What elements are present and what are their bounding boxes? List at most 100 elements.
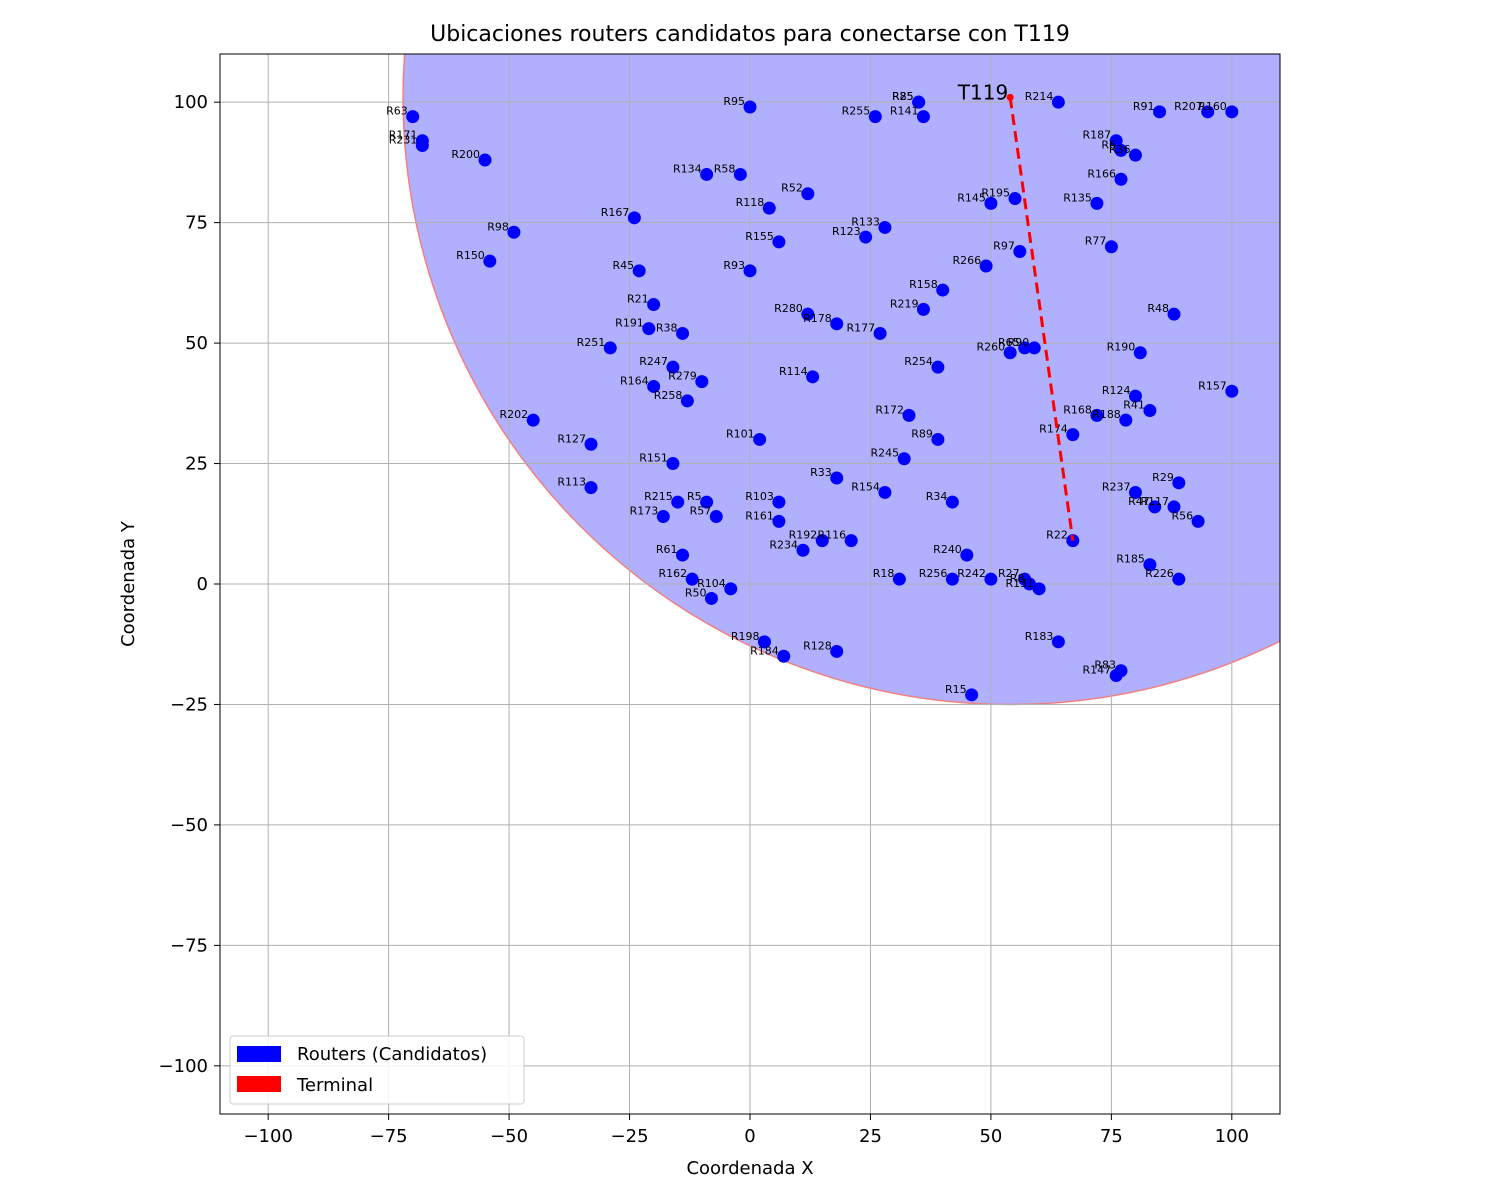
router-point (753, 432, 767, 446)
router-point (685, 572, 699, 586)
legend-box (229, 1035, 525, 1105)
router-point (868, 110, 882, 124)
router-label: R141 (890, 105, 919, 118)
router-point (1114, 172, 1128, 186)
chart-title: Ubicaciones routers candidatos para cone… (430, 22, 1070, 47)
router-label: R192 (789, 529, 818, 542)
router-label: R61 (656, 543, 678, 556)
router-point (801, 307, 815, 321)
router-point (656, 510, 670, 524)
router-label: R5 (687, 490, 702, 503)
router-point (936, 283, 950, 297)
router-label: R279 (668, 370, 697, 383)
router-point (647, 298, 661, 312)
router-point (892, 572, 906, 586)
router-label: R15 (945, 683, 967, 696)
router-point (1172, 572, 1186, 586)
router-point (1018, 341, 1032, 355)
x-tick-label: −75 (370, 1126, 408, 1147)
router-point (1128, 148, 1142, 162)
router-label: R184 (750, 644, 779, 657)
y-tick-label: 50 (185, 333, 208, 354)
y-tick-label: 100 (174, 92, 208, 113)
y-tick-label: 25 (185, 454, 208, 475)
router-point (1153, 105, 1167, 119)
router-point (916, 302, 930, 316)
router-label: R215 (644, 490, 673, 503)
router-point (897, 452, 911, 466)
router-point (671, 495, 685, 509)
router-label: R21 (627, 293, 649, 306)
router-point (984, 572, 998, 586)
y-tick-label: −75 (170, 935, 208, 956)
router-label: R172 (875, 403, 904, 416)
legend-swatch-terminal (237, 1076, 281, 1092)
terminal-layer: T119 (957, 80, 1075, 541)
legend-label-routers: Routers (Candidatos) (297, 1044, 487, 1065)
router-label: R27 (998, 567, 1020, 580)
router-point (1225, 105, 1239, 119)
router-point (1090, 196, 1104, 210)
router-label: R56 (1171, 509, 1193, 522)
router-label: R127 (557, 432, 586, 445)
router-label: R89 (911, 427, 933, 440)
router-label: R151 (639, 452, 668, 465)
router-label: R219 (890, 297, 919, 310)
y-tick-label: −100 (159, 1056, 208, 1077)
router-label: R231 (389, 134, 418, 147)
router-point (1032, 582, 1046, 596)
router-label: R65 (998, 336, 1020, 349)
router-label: R157 (1198, 379, 1227, 392)
y-tick-label: 75 (185, 213, 208, 234)
router-label: R166 (1087, 167, 1116, 180)
router-label: R123 (832, 225, 861, 238)
connection-line (1008, 97, 1075, 541)
router-label: R34 (926, 490, 948, 503)
router-point (772, 495, 786, 509)
router-label: R131 (1005, 577, 1034, 590)
y-axis-label: Coordenada Y (118, 520, 139, 647)
router-label: R190 (1107, 341, 1136, 354)
router-points (406, 95, 1239, 702)
router-point (916, 110, 930, 124)
router-label: R134 (673, 162, 702, 175)
router-label: R200 (451, 148, 480, 161)
router-point (815, 534, 829, 548)
router-label: R198 (731, 630, 760, 643)
router-point (733, 167, 747, 181)
router-label: R154 (851, 480, 880, 493)
router-label: R97 (993, 240, 1015, 253)
router-point (526, 413, 540, 427)
router-point (1090, 408, 1104, 422)
router-label: R33 (810, 466, 832, 479)
router-label: R214 (1025, 90, 1054, 103)
router-label: R48 (1147, 302, 1169, 315)
router-point (603, 341, 617, 355)
router-label: R58 (714, 162, 736, 175)
router-label: R226 (1145, 567, 1174, 580)
router-point (859, 230, 873, 244)
router-label: R50 (685, 586, 707, 599)
router-point (796, 543, 810, 557)
router-label: R113 (557, 476, 586, 489)
router-label: R145 (957, 191, 986, 204)
router-point (704, 591, 718, 605)
router-label: R104 (697, 577, 726, 590)
router-label: R178 (803, 312, 832, 325)
router-label: R155 (745, 230, 774, 243)
router-label: R174 (1039, 423, 1068, 436)
router-point (878, 220, 892, 234)
router-label: R118 (736, 196, 765, 209)
router-label: R29 (1152, 471, 1174, 484)
router-label: R171 (389, 129, 418, 142)
router-point (1148, 500, 1162, 514)
router-point (483, 254, 497, 268)
router-point (777, 649, 791, 663)
router-point (1008, 192, 1022, 206)
router-label: R57 (690, 505, 712, 518)
router-point (632, 264, 646, 278)
router-label: R202 (500, 408, 529, 421)
router-label: R63 (386, 105, 408, 118)
router-label: R128 (803, 639, 832, 652)
router-point (695, 375, 709, 389)
